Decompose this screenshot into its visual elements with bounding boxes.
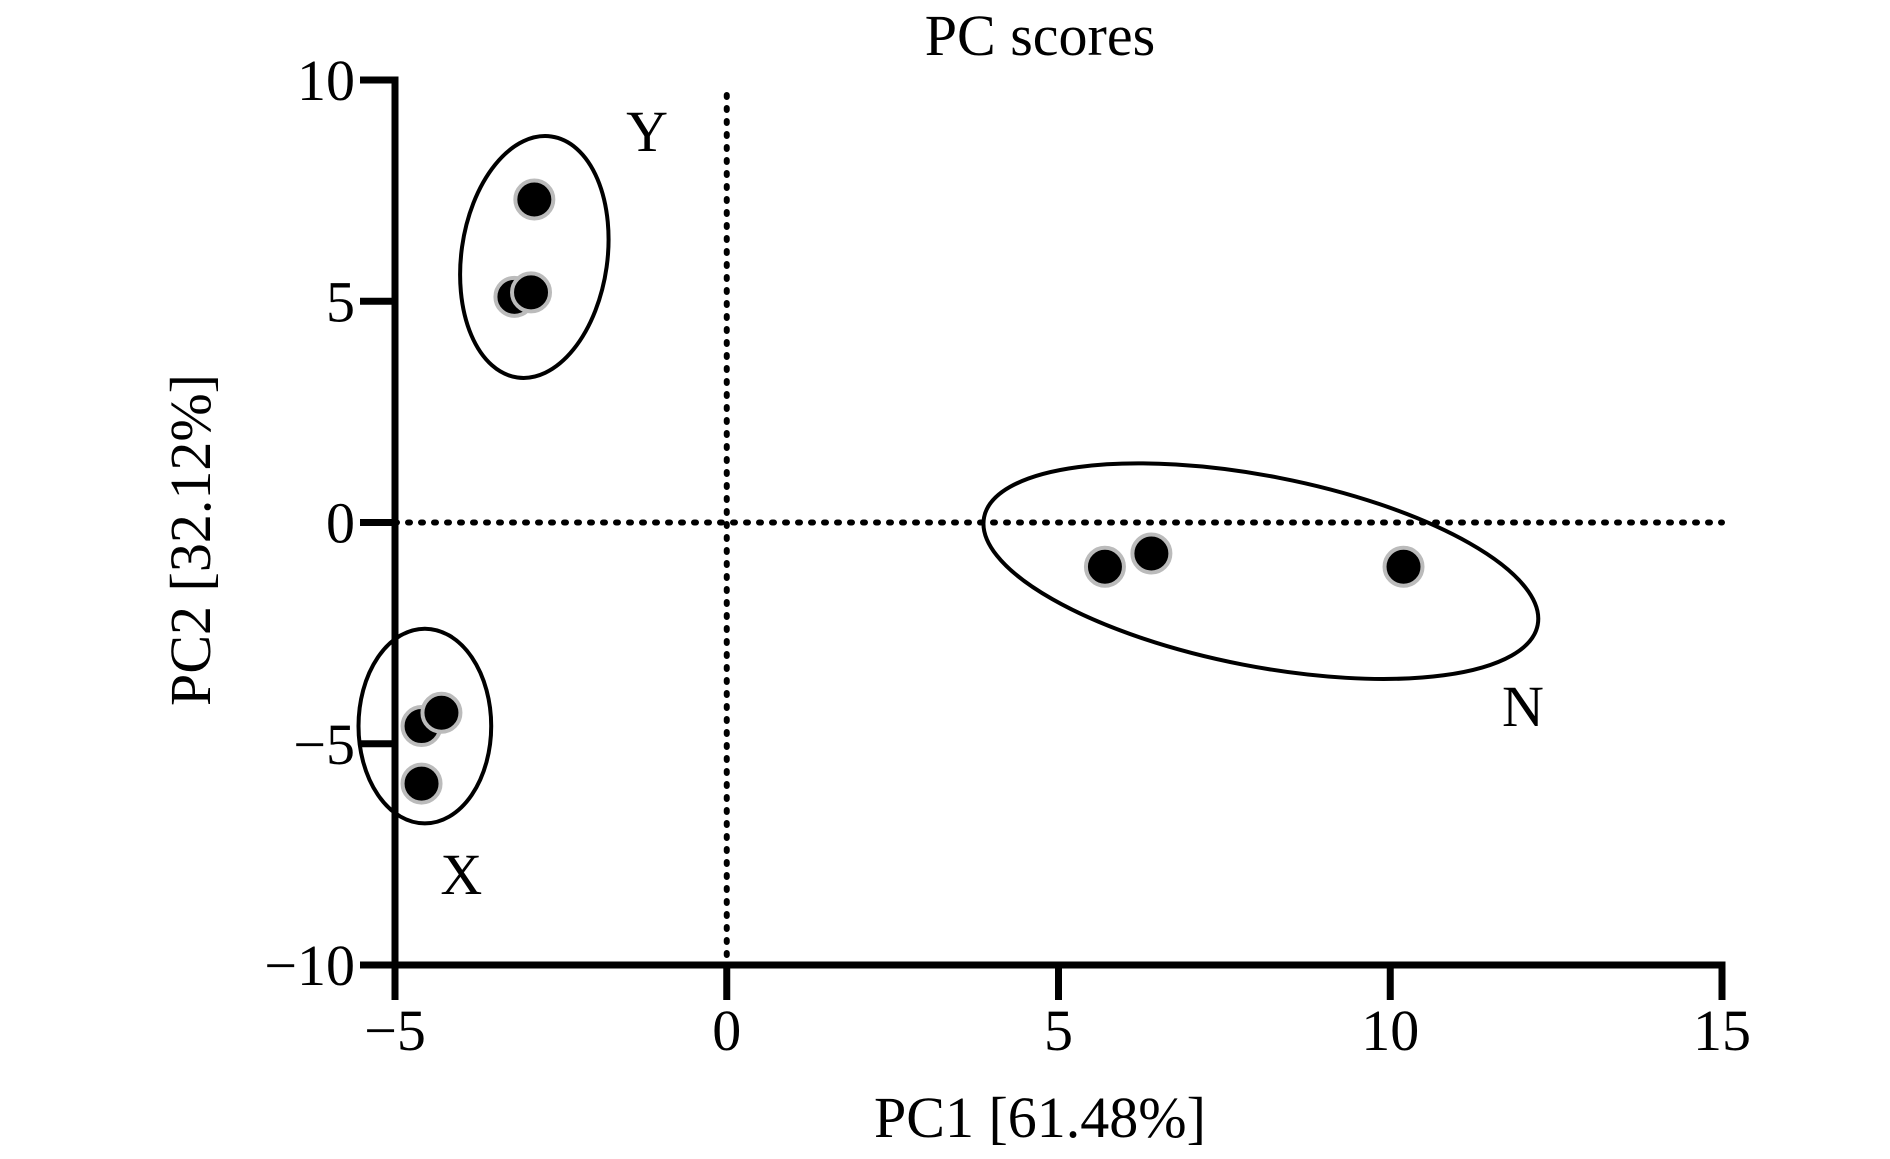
x-tick-label: 10 [1361,998,1419,1063]
group-ellipses [356,134,1541,826]
group-label-y: Y [626,99,668,164]
group-label-n: N [1502,674,1544,739]
data-point-2-2 [1382,545,1425,588]
y-tick-label: −10 [264,933,355,998]
x-axis-label: PC1 [61.48%] [874,1085,1206,1150]
data-point-0-2 [510,271,553,314]
x-tick-label: −5 [364,998,426,1063]
group-labels: Y X N [440,99,1543,907]
data-point-2-1 [1130,532,1173,575]
y-tick-label: 5 [326,269,355,334]
x-tick-label: 0 [712,998,741,1063]
data-point-2-0 [1083,545,1126,588]
data-points [400,178,1425,805]
x-axis-ticks: −5 0 5 10 15 [364,965,1751,1063]
data-point-1-2 [400,762,443,805]
data-point-0-0 [513,178,556,221]
y-tick-label: 0 [326,491,355,556]
chart-title: PC scores [925,3,1155,68]
y-axis-label: PC2 [32.12%] [158,374,223,706]
group-ellipse-x [356,626,494,826]
reference-lines [392,92,1725,968]
group-ellipse-n [981,461,1541,681]
x-tick-label: 5 [1044,998,1073,1063]
y-axis-ticks: −10 −5 0 5 10 [264,48,395,998]
y-tick-label: −5 [293,712,355,777]
data-point-1-1 [420,691,463,734]
group-label-x: X [440,842,482,907]
y-tick-label: 10 [297,48,355,113]
x-tick-label: 15 [1693,998,1751,1063]
group-ellipse-y [458,134,611,380]
